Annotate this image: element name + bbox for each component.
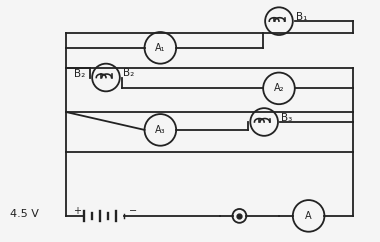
Text: B₁: B₁ — [296, 12, 307, 22]
Text: B₂: B₂ — [74, 68, 86, 79]
Text: +: + — [73, 206, 81, 216]
Text: A₃: A₃ — [155, 125, 166, 135]
Text: A: A — [305, 211, 312, 221]
Text: A₁: A₁ — [155, 43, 166, 53]
Text: A₂: A₂ — [274, 83, 284, 93]
Text: B₃: B₃ — [281, 113, 292, 123]
Text: B₂: B₂ — [123, 68, 134, 78]
Text: 4.5 V: 4.5 V — [10, 209, 39, 219]
Text: −: − — [128, 206, 137, 216]
